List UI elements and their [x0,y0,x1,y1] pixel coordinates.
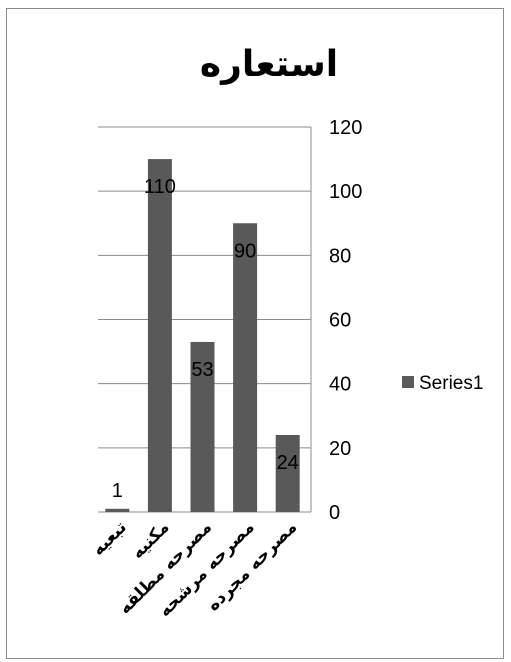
legend: Series1 [402,373,483,394]
y-axis-ticks: 0 20 40 60 80 100 120 [329,117,362,524]
data-label: 90 [234,240,256,262]
y-tick-label: 120 [329,117,362,139]
y-tick-label: 60 [329,310,351,332]
bars [105,159,300,513]
bar [147,159,172,513]
gridlines [98,126,312,513]
data-label: 110 [144,176,176,198]
bar [105,508,130,512]
legend-label: Series1 [419,373,483,394]
data-label: 24 [277,452,299,474]
y-tick-label: 80 [329,245,351,267]
y-tick-label: 100 [329,181,362,203]
bar [275,435,300,512]
data-label: 53 [191,359,213,381]
bar [233,223,258,512]
x-tick-label: تبعیه [88,517,131,560]
y-tick-label: 40 [329,374,351,396]
legend-swatch [402,376,414,388]
y-tick-label: 20 [329,438,351,460]
bar [190,341,215,512]
data-label: 1 [112,480,123,502]
y-tick-label: 0 [329,502,340,524]
chart-title: استعاره [200,44,338,85]
data-labels: 1 110 53 90 24 [112,176,299,502]
